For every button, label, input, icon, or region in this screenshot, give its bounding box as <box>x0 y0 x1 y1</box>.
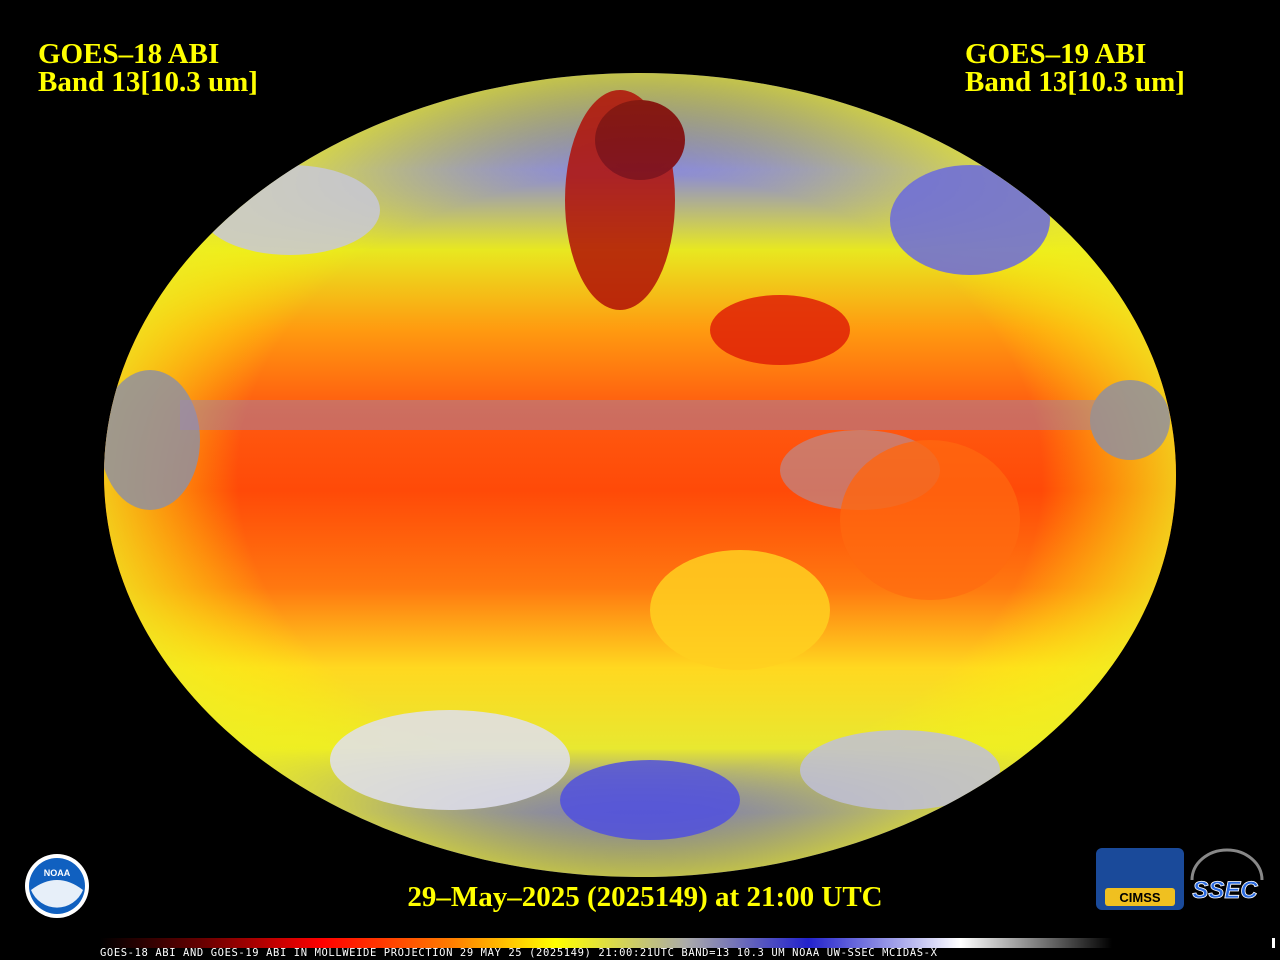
cursor-mark <box>1272 938 1275 948</box>
cimss-logo: CIMSS <box>1096 848 1184 910</box>
left-title: GOES–18 ABI <box>38 38 219 70</box>
noaa-logo: NOAA <box>25 854 89 918</box>
color-bar <box>100 938 1112 948</box>
left-band: Band 13[10.3 um] <box>38 66 258 98</box>
right-title: GOES–19 ABI <box>965 38 1146 70</box>
ssec-text: SSEC <box>1192 877 1258 904</box>
right-band: Band 13[10.3 um] <box>965 66 1185 98</box>
globe-image <box>104 73 1176 877</box>
noaa-text: NOAA <box>44 868 71 878</box>
ssec-logo: SSEC <box>1190 848 1264 904</box>
timestamp: 29–May–2025 (2025149) at 21:00 UTC <box>407 881 882 913</box>
footer: GOES-18 ABI AND GOES-19 ABI IN MOLLWEIDE… <box>100 947 938 959</box>
cimss-text: CIMSS <box>1119 890 1161 905</box>
